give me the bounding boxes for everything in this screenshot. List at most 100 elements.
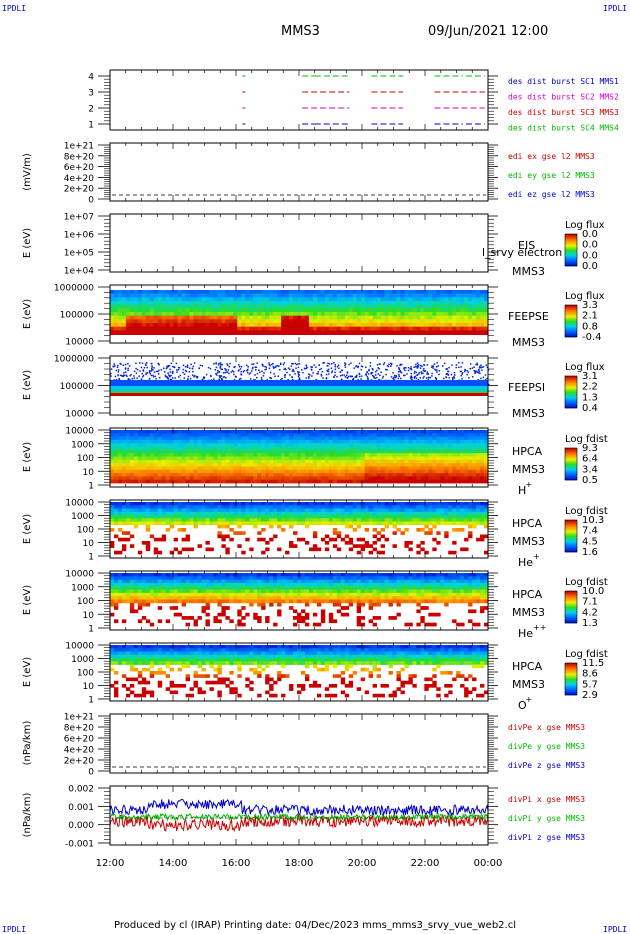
colorbar-feepsi-title: Log flux	[565, 362, 605, 373]
colorbar-hpca_o	[565, 663, 577, 696]
colorbar-hpca_hepp-tick-label: 1.3	[582, 618, 598, 629]
legend-entry: des dist burst SC3 MMS3	[508, 108, 619, 117]
colorbar-hpca_he-tick-label: 7.4	[582, 526, 598, 537]
y-tick-label: 1	[88, 482, 94, 492]
colorbar-feepse	[565, 305, 577, 338]
colorbar-hpca_hepp-title: Log fdist	[565, 577, 608, 588]
y-tick-label: 10	[83, 468, 95, 478]
species-charge: +	[526, 695, 533, 704]
y-tick-label: 6e+20	[64, 735, 95, 745]
y-tick-label: 100000	[60, 311, 95, 321]
colorbar-hpca_h-tick-label: 9.3	[582, 443, 598, 454]
y-tick-label: 8e+20	[64, 152, 95, 162]
x-tick-label: 14:00	[159, 858, 188, 869]
colorbar-hpca_o-tick-label: 2.9	[582, 690, 598, 701]
y-axis-label: E (eV)	[22, 299, 33, 329]
y-tick-label: 1	[88, 625, 94, 635]
y-tick-label: 10000	[65, 570, 94, 580]
y-tick-label: 1000	[71, 583, 94, 593]
legend-entry: divPe x gse MMS3	[508, 723, 585, 732]
y-tick-label: 4e+20	[64, 174, 95, 184]
colorbar-feepsi	[565, 376, 577, 409]
panel-frame-divpe	[109, 713, 489, 774]
spectrogram-hpca_hepp	[110, 573, 489, 627]
y-tick-label: 100000	[60, 382, 95, 392]
y-tick-label: 1000	[71, 440, 94, 450]
spacecraft-label: MMS3	[512, 463, 545, 476]
panel-frame-burst	[109, 69, 489, 131]
y-tick-label: 0.001	[68, 803, 94, 813]
colorbar-eis	[565, 234, 577, 267]
y-axis-label: E (eV)	[22, 657, 33, 687]
y-tick-label: 10	[83, 682, 95, 692]
y-tick-label: 10000	[65, 410, 94, 420]
colorbar-hpca_he-tick-label: 4.5	[582, 536, 598, 547]
species-charge: +	[526, 480, 533, 489]
x-tick-label: 20:00	[348, 858, 377, 869]
legend-entry: des dist burst SC2 MMS2	[508, 93, 619, 102]
y-axis-label: (mV/m)	[22, 153, 33, 191]
colorbar-hpca_hepp-tick-label: 10.0	[582, 586, 604, 597]
x-tick-label: 12:00	[96, 858, 125, 869]
y-tick-label: 3	[88, 89, 94, 99]
colorbar-hpca_he-frame	[564, 519, 578, 553]
y-axis-label: (nPa/km)	[22, 721, 33, 766]
colorbar-feepse-tick-label: 0.8	[582, 321, 598, 332]
spacecraft-label: MMS3	[512, 606, 545, 619]
y-tick-label: 1e+04	[64, 267, 95, 277]
y-tick-label: 10000	[65, 427, 94, 437]
corner-label-top-left: IPDLI	[2, 4, 27, 13]
colorbar-feepse-tick-label: 3.3	[582, 300, 598, 311]
species-charge: +	[533, 552, 540, 561]
y-tick-label: 2	[88, 105, 94, 115]
instrument-label: HPCA	[512, 660, 543, 673]
colorbar-hpca_he	[565, 520, 577, 553]
instrument-label: FEEPSE	[508, 310, 549, 323]
colorbar-hpca_hepp	[565, 591, 577, 624]
species-charge: ++	[533, 623, 546, 632]
y-tick-label: 4	[88, 73, 94, 83]
colorbar-feepse-frame	[564, 304, 578, 338]
y-tick-label: 8e+20	[64, 724, 95, 734]
species-label: H	[518, 484, 526, 497]
y-tick-label: 1e+05	[64, 249, 94, 259]
y-tick-label: 1e+21	[64, 713, 94, 723]
overlay-text: l_srvy electron to	[482, 246, 577, 259]
legend-entry: edi ey gse l2 MMS3	[508, 171, 595, 180]
colorbar-eis-tick-label: 0.0	[582, 240, 598, 251]
legend-entry: divPe z gse MMS3	[508, 761, 585, 770]
spectrogram-hpca_he	[110, 502, 489, 555]
y-axis-label: E (eV)	[22, 370, 33, 400]
corner-label-bottom-left: IPDLI	[2, 925, 27, 934]
legend-entry: divPi z gse MMS3	[508, 833, 585, 842]
colorbar-hpca_h-tick-label: 6.4	[582, 454, 598, 465]
y-tick-label: 1e+07	[64, 213, 94, 223]
legend-entry: edi ex gse l2 MMS3	[508, 152, 595, 161]
y-tick-label: 1000	[71, 655, 94, 665]
colorbar-hpca_h	[565, 448, 577, 481]
x-tick-label: 16:00	[222, 858, 251, 869]
colorbar-hpca_hepp-tick-label: 4.2	[582, 607, 598, 618]
instrument-label: FEEPSI	[508, 381, 545, 394]
y-tick-label: 10000	[65, 499, 94, 509]
y-tick-label: 10	[83, 611, 95, 621]
colorbar-hpca_hepp-tick-label: 7.1	[582, 597, 598, 608]
colorbar-feepsi-tick-label: 2.2	[582, 382, 598, 393]
instrument-label: HPCA	[512, 445, 543, 458]
y-tick-label: 100	[77, 669, 94, 679]
colorbar-feepse-tick-label: -0.4	[582, 332, 602, 343]
corner-label-bottom-right: IPDLI	[603, 925, 628, 934]
y-tick-label: 1000000	[54, 284, 94, 294]
colorbar-hpca_h-tick-label: 0.5	[582, 475, 598, 486]
instrument-label: HPCA	[512, 517, 543, 530]
y-axis-label: E (eV)	[22, 442, 33, 472]
x-tick-label: 18:00	[285, 858, 314, 869]
spectrogram-feepse	[110, 290, 489, 335]
species-label: He	[518, 556, 533, 569]
y-tick-label: 1e+06	[64, 231, 95, 241]
y-tick-label: 0.000	[68, 821, 94, 831]
y-tick-label: 6e+20	[64, 163, 95, 173]
panel-frame-eis	[109, 213, 489, 273]
y-axis-label: E (eV)	[22, 514, 33, 544]
